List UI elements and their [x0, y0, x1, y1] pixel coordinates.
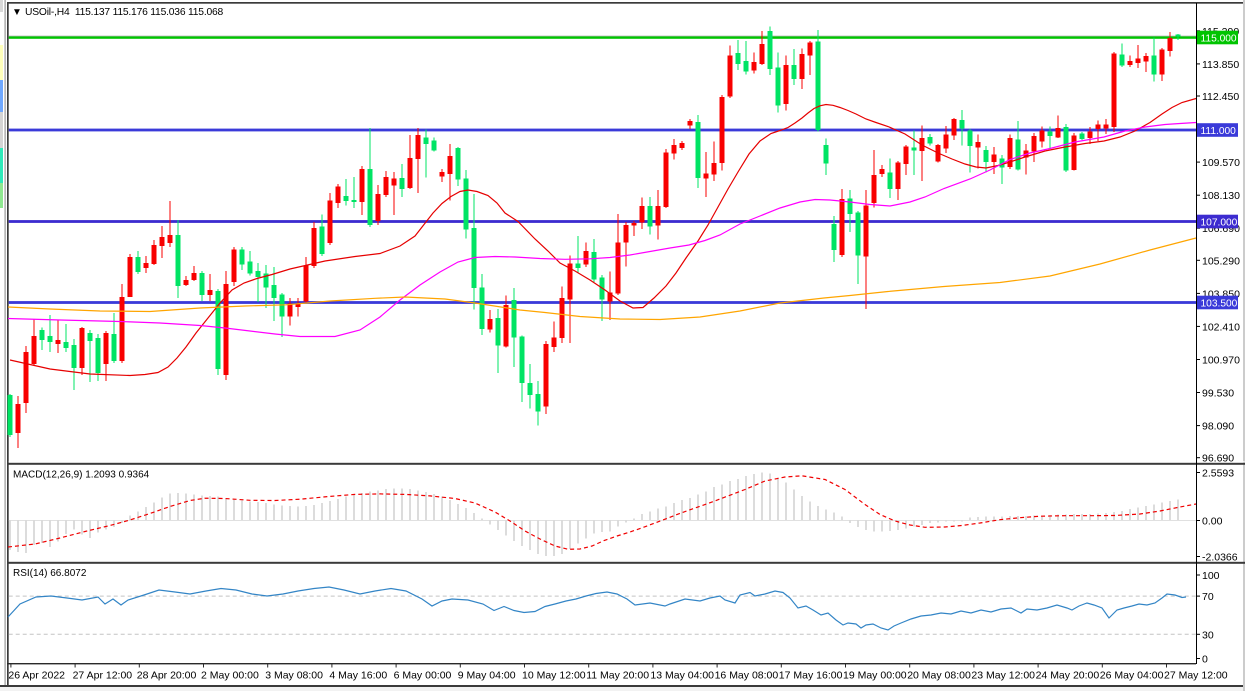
svg-text:19 May 00:00: 19 May 00:00	[843, 670, 907, 682]
svg-text:9 May 04:00: 9 May 04:00	[458, 670, 516, 682]
svg-text:103.500: 103.500	[1201, 298, 1238, 309]
svg-text:27 May 12:00: 27 May 12:00	[1164, 670, 1228, 682]
svg-text:MACD(12,26,9) 1.2093 0.9364: MACD(12,26,9) 1.2093 0.9364	[13, 470, 150, 481]
svg-text:10 May 12:00: 10 May 12:00	[522, 670, 586, 682]
svg-text:RSI(14) 66.8072: RSI(14) 66.8072	[13, 568, 87, 579]
svg-text:111.000: 111.000	[1201, 126, 1237, 137]
svg-text:98.090: 98.090	[1202, 421, 1234, 433]
svg-text:USOil-,H4 115.137 115.176 115: USOil-,H4 115.137 115.176 115.036 115.06…	[25, 7, 224, 18]
svg-text:4 May 16:00: 4 May 16:00	[329, 670, 387, 682]
svg-text:113.850: 113.850	[1202, 59, 1239, 71]
svg-text:70: 70	[1202, 591, 1214, 603]
svg-text:107.000: 107.000	[1201, 217, 1238, 228]
svg-text:26 May 04:00: 26 May 04:00	[1100, 670, 1164, 682]
svg-text:100: 100	[1202, 570, 1220, 582]
svg-text:108.130: 108.130	[1202, 190, 1240, 202]
svg-text:11 May 20:00: 11 May 20:00	[586, 670, 649, 682]
svg-text:3 May 08:00: 3 May 08:00	[265, 670, 323, 682]
svg-text:102.410: 102.410	[1202, 321, 1240, 333]
svg-text:▼: ▼	[12, 7, 22, 18]
svg-text:-2.0366: -2.0366	[1202, 552, 1238, 564]
svg-text:0: 0	[1202, 654, 1208, 666]
svg-text:20 May 08:00: 20 May 08:00	[907, 670, 971, 682]
svg-text:96.690: 96.690	[1202, 453, 1234, 465]
svg-text:16 May 08:00: 16 May 08:00	[715, 670, 779, 682]
svg-text:99.530: 99.530	[1202, 388, 1234, 400]
svg-text:6 May 00:00: 6 May 00:00	[394, 670, 452, 682]
svg-text:109.570: 109.570	[1202, 157, 1240, 169]
svg-text:2.5593: 2.5593	[1202, 468, 1234, 480]
svg-text:26 Apr 2022: 26 Apr 2022	[8, 670, 65, 682]
svg-text:100.970: 100.970	[1202, 355, 1240, 367]
svg-text:27 Apr 12:00: 27 Apr 12:00	[73, 670, 133, 682]
svg-text:17 May 16:00: 17 May 16:00	[779, 670, 843, 682]
svg-text:23 May 12:00: 23 May 12:00	[971, 670, 1035, 682]
svg-text:115.000: 115.000	[1201, 33, 1237, 44]
svg-text:2 May 00:00: 2 May 00:00	[201, 670, 259, 682]
svg-text:105.290: 105.290	[1202, 255, 1240, 267]
svg-text:112.450: 112.450	[1202, 91, 1239, 103]
svg-text:0.00: 0.00	[1202, 516, 1223, 528]
svg-text:30: 30	[1202, 629, 1214, 641]
svg-text:28 Apr 20:00: 28 Apr 20:00	[137, 670, 197, 682]
svg-text:13 May 04:00: 13 May 04:00	[650, 670, 714, 682]
svg-text:24 May 20:00: 24 May 20:00	[1036, 670, 1100, 682]
